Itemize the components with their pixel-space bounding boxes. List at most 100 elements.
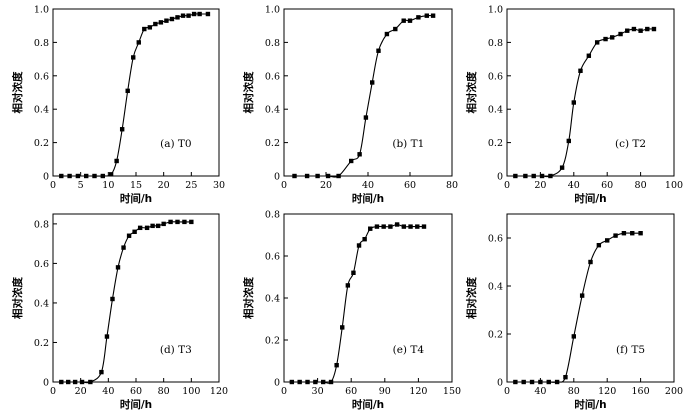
y-tick-label: 0	[43, 378, 49, 389]
data-point	[297, 379, 302, 385]
data-point	[521, 379, 526, 385]
x-tick-label: 120	[409, 386, 427, 397]
y-tick-label: 0.2	[265, 336, 280, 347]
x-axis-label: 时间/h	[574, 192, 606, 205]
data-point	[315, 173, 320, 179]
data-point	[104, 334, 110, 339]
data-point	[114, 158, 119, 164]
plot-frame	[283, 213, 453, 383]
y-tick-label: 1.0	[488, 5, 503, 16]
y-tick-label: 0	[274, 172, 280, 183]
data-point	[368, 226, 373, 231]
data-point	[571, 100, 576, 105]
x-tick-label: 30	[213, 180, 225, 191]
data-point	[304, 173, 310, 179]
series-line	[294, 15, 434, 178]
y-tick-label: 0.4	[265, 105, 280, 116]
y-tick-label: 0.8	[34, 38, 49, 49]
data-point	[175, 219, 180, 225]
data-point	[158, 20, 164, 25]
x-tick-label: 120	[598, 386, 616, 397]
data-point	[147, 25, 153, 30]
data-point	[79, 379, 85, 385]
data-point	[381, 224, 386, 229]
x-axis-label: 时间/h	[352, 192, 384, 205]
data-point	[292, 173, 297, 179]
data-point	[161, 221, 166, 227]
data-point	[119, 127, 125, 132]
x-tick-label: 40	[102, 386, 114, 397]
data-point	[142, 26, 147, 32]
data-point	[416, 15, 421, 20]
data-point	[289, 379, 295, 385]
y-tick-label: 0.6	[34, 259, 49, 270]
data-point	[415, 224, 420, 229]
plot-frame	[506, 8, 675, 177]
data-point	[376, 48, 381, 53]
y-tick-label: 0.4	[488, 282, 503, 293]
data-point	[546, 379, 551, 385]
data-point	[328, 379, 334, 385]
data-point	[99, 369, 104, 375]
data-point	[169, 16, 175, 22]
data-point	[605, 238, 610, 243]
data-point	[305, 379, 310, 385]
data-point	[75, 173, 81, 179]
data-point	[578, 68, 583, 73]
data-point	[430, 13, 436, 18]
x-tick-label: 20	[158, 180, 170, 191]
y-tick-label: 0.2	[34, 338, 49, 349]
data-point	[638, 28, 643, 33]
data-point	[586, 53, 592, 58]
data-point	[121, 245, 126, 250]
data-point	[401, 224, 407, 229]
y-tick-label: 0.4	[34, 298, 49, 309]
y-tick-label: 0	[43, 172, 49, 183]
data-point	[336, 173, 341, 179]
panel-annotation: (c) T2	[615, 138, 646, 150]
y-tick-label: 0.4	[265, 294, 280, 305]
data-point	[384, 31, 390, 37]
data-point	[421, 224, 427, 229]
y-tick-label: 0.6	[488, 71, 503, 82]
data-point	[356, 243, 362, 248]
data-point	[363, 115, 369, 120]
series-line	[61, 13, 208, 177]
data-point	[388, 224, 393, 229]
x-tick-label: 80	[158, 386, 170, 397]
x-tick-label: 80	[635, 180, 647, 191]
y-tick-label: 1.0	[34, 5, 49, 16]
x-tick-label: 0	[504, 386, 510, 397]
x-tick-label: 60	[345, 386, 357, 397]
data-point	[155, 223, 161, 229]
data-point	[321, 379, 326, 385]
y-tick-label: 1.0	[265, 5, 280, 16]
data-point	[613, 233, 618, 238]
data-point	[529, 379, 535, 385]
data-point	[59, 379, 64, 385]
x-tick-label: 200	[665, 386, 683, 397]
data-point	[407, 18, 413, 23]
plot-frame	[506, 213, 675, 383]
data-point	[630, 231, 635, 236]
x-tick-label: 20	[320, 180, 332, 191]
data-point	[408, 224, 413, 229]
x-tick-label: 20	[75, 386, 87, 397]
chart-panel-1: 0 5 10 15 20 25 30 0 0.2 0.4 0.6 0.8 1.0 时间/h 相对浓度 (a) …	[11, 5, 225, 206]
data-point	[205, 11, 211, 17]
data-point	[513, 379, 518, 385]
y-axis-label: 相对浓度	[242, 277, 255, 319]
data-point	[334, 363, 339, 368]
data-point	[374, 224, 380, 229]
x-tick-label: 20	[534, 180, 546, 191]
data-point	[325, 173, 331, 179]
y-tick-label: 0.2	[488, 138, 503, 149]
data-point	[394, 222, 400, 227]
data-point	[645, 26, 650, 32]
x-tick-label: 10	[102, 180, 114, 191]
y-tick-label: 0.6	[265, 71, 280, 82]
data-point	[191, 11, 197, 17]
data-point	[638, 231, 643, 236]
panel-annotation: (e) T4	[393, 344, 425, 356]
data-point	[132, 229, 137, 234]
